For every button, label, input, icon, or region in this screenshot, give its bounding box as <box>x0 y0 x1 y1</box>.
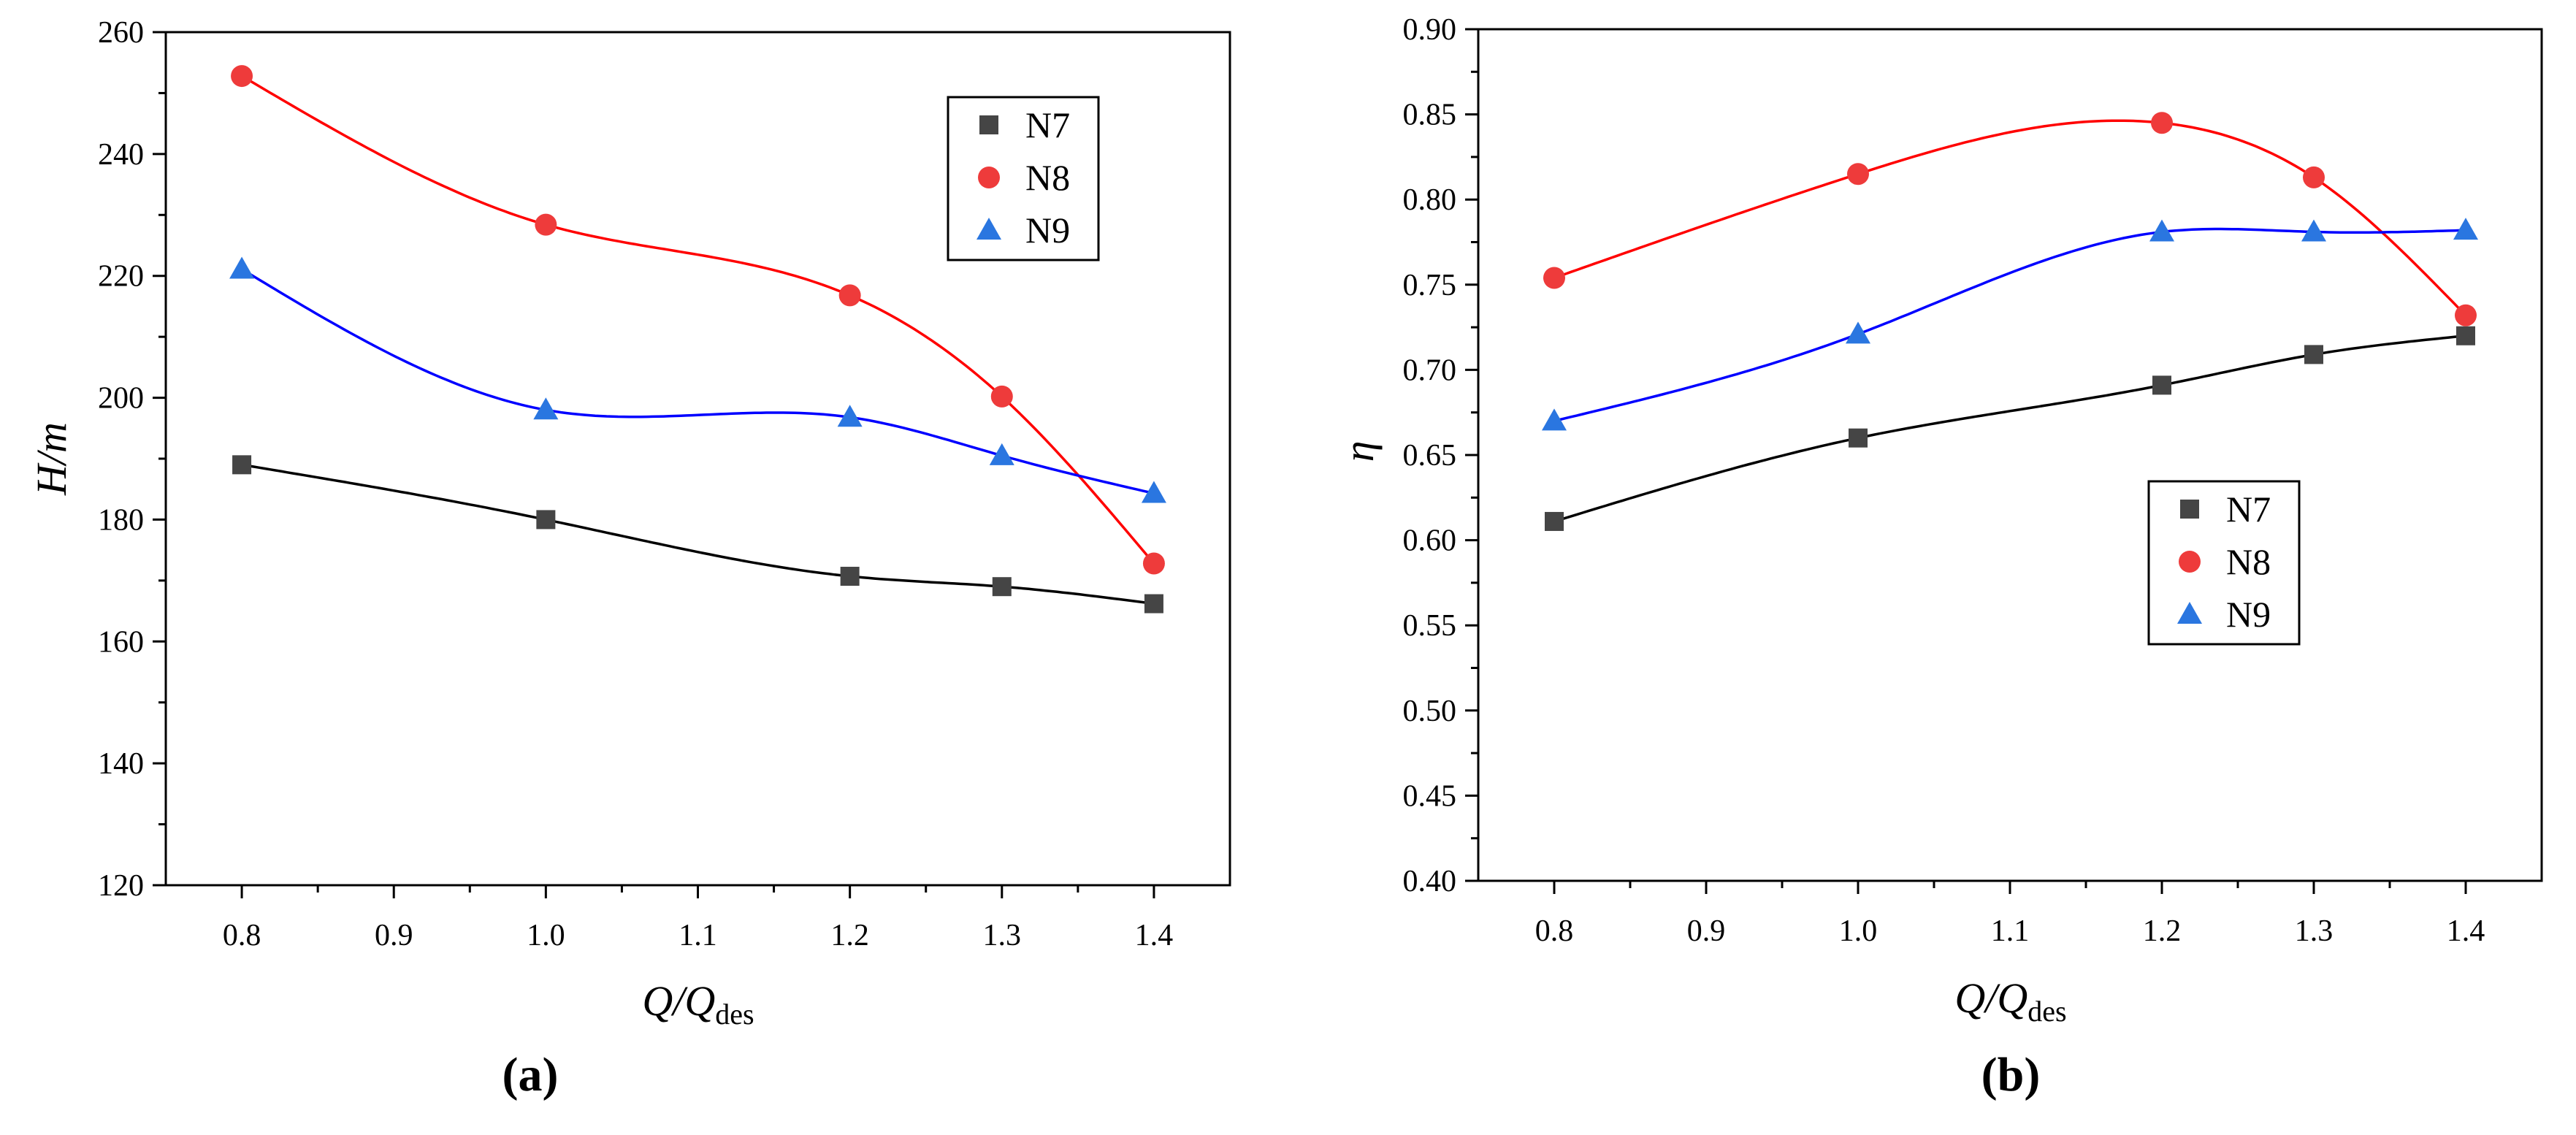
y-tick-label: 0.75 <box>1403 269 1457 302</box>
legend-label-n9: N9 <box>1025 210 1070 251</box>
x-tick-label: 1.3 <box>983 919 1022 952</box>
point-n9 <box>1542 408 1567 431</box>
legend-label-n7: N7 <box>1025 104 1070 145</box>
point-n7 <box>232 455 252 475</box>
point-n8 <box>1847 163 1869 186</box>
point-n8 <box>231 65 253 88</box>
legend-label-n8: N8 <box>1025 157 1070 198</box>
y-tick-label: 0.50 <box>1403 695 1457 728</box>
panel-b: 0.8 0.9 1.0 1.1 1.2 1.3 1.4 0.40 0.45 0.50 0.55 0.6… <box>1335 13 2543 1101</box>
x-tick-label: 1.4 <box>1135 919 1174 952</box>
x-axis-title: Q/Qdes <box>1954 974 2066 1028</box>
point-n9 <box>1141 481 1166 503</box>
legend-marker-n7 <box>2180 500 2199 519</box>
y-tick-label: 0.70 <box>1403 354 1457 387</box>
x-tick-label: 1.2 <box>2143 914 2182 948</box>
x-tick-label: 1.1 <box>679 919 717 952</box>
series-line-n7 <box>241 463 1155 605</box>
legend-box <box>947 96 1100 261</box>
y-tick-label: 0.40 <box>1403 865 1457 898</box>
point-n9 <box>229 256 255 279</box>
point-n7 <box>536 510 556 530</box>
point-n7 <box>1849 428 1868 448</box>
y-tick-label: 260 <box>98 16 144 50</box>
point-n7 <box>2304 345 2323 364</box>
y-tick-label: 200 <box>98 382 144 416</box>
x-tick-label: 1.0 <box>527 919 565 952</box>
point-n7 <box>840 567 860 586</box>
y-tick-label: 0.60 <box>1403 524 1457 558</box>
legend-marker-n7 <box>979 115 998 134</box>
point-n8 <box>1142 552 1165 575</box>
series-line-n8 <box>1553 119 2467 317</box>
point-n7 <box>1545 511 1564 531</box>
point-n8 <box>1543 267 1565 289</box>
point-n9 <box>1846 321 1870 344</box>
point-n9 <box>989 443 1014 465</box>
series-line-n9 <box>1553 227 2466 423</box>
point-n9 <box>2149 219 2174 242</box>
x-axis-title-subscript: des <box>2027 995 2066 1028</box>
panel-label: (a) <box>502 1048 559 1101</box>
point-n7 <box>992 577 1012 597</box>
y-tick-label: 0.90 <box>1403 13 1457 47</box>
panel-label: (b) <box>1981 1048 2041 1101</box>
x-tick-label: 1.0 <box>1839 914 1878 948</box>
series-line-n9 <box>241 268 1155 495</box>
y-tick-label: 140 <box>98 747 144 781</box>
legend-label-n9: N9 <box>2226 594 2271 635</box>
y-tick-label: 0.80 <box>1403 183 1457 217</box>
x-tick-label: 0.9 <box>375 919 413 952</box>
point-n8 <box>535 213 557 236</box>
point-n7 <box>1144 594 1163 614</box>
point-n8 <box>2455 304 2477 326</box>
y-axis-title: H/m <box>28 422 75 496</box>
y-tick-label: 220 <box>98 260 144 294</box>
legend-box <box>2147 480 2301 646</box>
x-axis-title-main: Q/Q <box>1954 974 2027 1022</box>
legend-marker-n8 <box>978 167 1000 188</box>
point-n9 <box>2453 218 2478 240</box>
x-axis-title: Q/Qdes <box>642 977 754 1031</box>
x-tick-label: 1.4 <box>2447 914 2485 948</box>
y-tick-label: 0.85 <box>1403 99 1457 132</box>
series-line-n7 <box>1553 335 2466 523</box>
point-n7 <box>2456 326 2475 345</box>
point-n8 <box>2303 166 2325 188</box>
x-tick-label: 0.8 <box>223 919 261 952</box>
x-tick-label: 1.3 <box>2295 914 2334 948</box>
legend-marker-n9 <box>976 218 1001 240</box>
x-tick-label: 1.2 <box>830 919 869 952</box>
x-axis-title-main: Q/Q <box>642 977 715 1025</box>
point-n8 <box>838 284 861 307</box>
point-n9 <box>2301 219 2326 242</box>
x-tick-label: 0.9 <box>1687 914 1726 948</box>
y-tick-label: 0.45 <box>1403 779 1457 813</box>
point-n9 <box>837 405 863 427</box>
point-n8 <box>990 385 1013 408</box>
x-tick-label: 1.1 <box>1991 914 2030 948</box>
y-tick-label: 0.65 <box>1403 439 1457 473</box>
y-tick-label: 160 <box>98 625 144 659</box>
point-n9 <box>533 397 559 420</box>
x-axis-title-subscript: des <box>715 998 754 1031</box>
x-tick-label: 0.8 <box>1535 914 1574 948</box>
legend-marker-n8 <box>2179 551 2201 573</box>
y-tick-label: 240 <box>98 138 144 172</box>
legend-marker-n9 <box>2177 602 2202 624</box>
legend-label-n7: N7 <box>2226 489 2271 530</box>
plot-frame <box>1477 28 2543 882</box>
point-n8 <box>2151 112 2173 134</box>
y-axis-title: η <box>1335 441 1383 462</box>
point-n7 <box>2152 375 2171 395</box>
y-tick-label: 180 <box>98 503 144 537</box>
legend-label-n8: N8 <box>2226 541 2271 582</box>
y-tick-label: 0.55 <box>1403 609 1457 643</box>
y-tick-label: 120 <box>98 869 144 903</box>
panel-a: 0.8 0.9 1.0 1.1 1.2 1.3 1.4 120 140 160 180 200 220 2… <box>28 16 1231 1101</box>
